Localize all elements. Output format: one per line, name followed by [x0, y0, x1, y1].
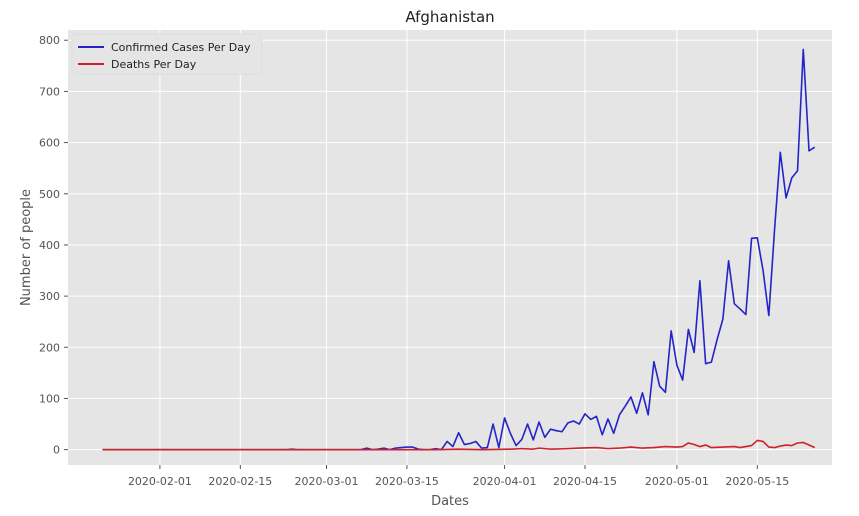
x-tick-label: 2020-04-15 [553, 475, 617, 488]
x-tick-label: 2020-02-15 [208, 475, 272, 488]
x-tick-label: 2020-05-01 [645, 475, 709, 488]
y-tick-label: 600 [39, 137, 60, 150]
legend: Confirmed Cases Per Day Deaths Per Day [71, 33, 263, 75]
series-group [102, 48, 816, 451]
legend-label-deaths: Deaths Per Day [111, 58, 197, 71]
confirmed-cases-line [102, 48, 816, 451]
x-tick-label: 2020-03-01 [295, 475, 359, 488]
y-tick-label: 200 [39, 341, 60, 354]
plot-area [68, 30, 832, 465]
y-axis: 0 100 200 300 400 500 600 700 800 [39, 34, 68, 457]
y-tick-label: 400 [39, 239, 60, 252]
x-tick-label: 2020-02-01 [128, 475, 192, 488]
deaths-line [102, 439, 816, 451]
y-tick-label: 500 [39, 188, 60, 201]
y-tick-label: 700 [39, 85, 60, 98]
x-tick-label: 2020-03-15 [375, 475, 439, 488]
y-tick-label: 800 [39, 34, 60, 47]
x-tick-label: 2020-04-01 [473, 475, 537, 488]
x-tick-label: 2020-05-15 [725, 475, 789, 488]
x-axis-title: Dates [431, 494, 469, 509]
chart-title: Afghanistan [405, 8, 494, 26]
y-tick-label: 100 [39, 392, 60, 405]
y-axis-title: Number of people [19, 189, 34, 306]
y-tick-label: 0 [53, 444, 60, 457]
legend-box [71, 33, 263, 75]
y-tick-label: 300 [39, 290, 60, 303]
legend-label-confirmed: Confirmed Cases Per Day [111, 41, 251, 54]
x-axis: 2020-02-01 2020-02-15 2020-03-01 2020-03-15… [128, 465, 789, 488]
